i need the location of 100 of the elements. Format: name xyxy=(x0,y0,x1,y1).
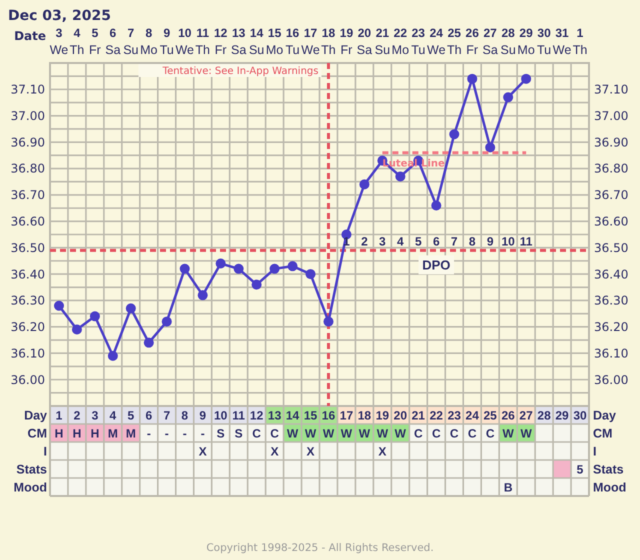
x2-tick-label: 4 xyxy=(110,408,117,422)
y-tick-label: 36.10 xyxy=(10,346,45,360)
x2-tick-label: 30 xyxy=(573,408,588,422)
x2-tick-label: 11 xyxy=(232,408,246,422)
text: - xyxy=(164,426,169,440)
annotation: 11 xyxy=(520,234,533,249)
y2-tick-label: 36.40 xyxy=(594,267,628,282)
x-tick-label: 18 Th xyxy=(321,26,336,57)
x-tick-label: 13 Sa xyxy=(231,26,246,57)
annotation: 5 xyxy=(414,234,422,249)
ref-line-label: Tentative: See In-App Warnings xyxy=(162,66,318,77)
text: X xyxy=(378,444,386,458)
x-axis-title: Date xyxy=(14,29,46,43)
x2-tick-label: 18 xyxy=(358,408,372,422)
x2-tick-label: 17 xyxy=(340,408,354,422)
ref-line-label: DPO xyxy=(422,258,450,273)
x-tick-label: 24 We xyxy=(427,26,446,57)
text: H xyxy=(54,426,64,440)
text: W xyxy=(358,426,370,440)
category-label: CM xyxy=(593,426,612,440)
category-label: CM xyxy=(28,426,47,440)
y-tick-label: 36.40 xyxy=(10,267,45,282)
x2-tick-label: 20 xyxy=(394,408,408,422)
x2-tick-label: 13 xyxy=(268,408,282,422)
x2-tick-label: 23 xyxy=(448,408,462,422)
x2-tick-label: 24 xyxy=(466,408,480,422)
text: C xyxy=(468,426,477,440)
x-tick-label: 25 Th xyxy=(446,26,462,57)
category-label: I xyxy=(44,444,47,458)
text: H xyxy=(90,426,100,440)
category-label: I xyxy=(593,444,596,458)
text: C xyxy=(270,426,279,440)
x2-tick-label: 10 xyxy=(214,408,228,422)
x-tick-label: 9 Tu xyxy=(160,26,174,57)
text: X xyxy=(270,444,279,458)
x2-tick-label: 8 xyxy=(181,408,188,422)
x-tick-label: 4 Th xyxy=(70,26,84,57)
x2-tick-label: 29 xyxy=(555,408,570,422)
x-tick-label: 11 Th xyxy=(195,26,210,57)
x-tick-label: 23 Tu xyxy=(411,26,426,57)
text: M xyxy=(108,426,118,440)
category-label: Stats xyxy=(593,462,624,476)
text: W xyxy=(286,426,298,440)
x2-tick-label: 22 xyxy=(430,408,444,422)
text: C xyxy=(450,426,459,440)
x-tick-label: 22 Mo xyxy=(392,26,410,57)
text: 5 xyxy=(576,462,584,476)
x-tick-label: 12 Fr xyxy=(214,26,228,57)
text: W xyxy=(376,426,388,440)
x-tick-label: 8 Mo xyxy=(140,26,158,57)
text: Day xyxy=(593,408,616,422)
y-tick-label: 36.70 xyxy=(10,188,45,202)
x2-tick-label: 28 xyxy=(537,408,552,422)
x-tick-label: 6 Sa xyxy=(105,26,121,57)
x-tick-label: 17 We xyxy=(301,26,320,57)
text: C xyxy=(486,426,495,440)
x2-tick-label: 1 xyxy=(56,408,63,422)
annotation: 10 xyxy=(501,234,516,249)
x2-axis-title: Day xyxy=(24,408,48,422)
y2-tick-label: 36.90 xyxy=(594,135,628,150)
category-label: Stats xyxy=(16,462,47,476)
x2-tick-label: 5 xyxy=(128,408,135,422)
x2-tick-label: 27 xyxy=(519,408,534,422)
x-tick-label: 20 Sa xyxy=(356,26,372,57)
x-tick-label: 28 Su xyxy=(500,26,516,57)
annotation: 9 xyxy=(486,234,494,249)
text: - xyxy=(182,426,187,440)
text: H xyxy=(72,426,82,440)
text: W xyxy=(304,426,316,440)
x2-tick-label: 25 xyxy=(484,408,498,422)
y-tick-label: 37.10 xyxy=(10,82,45,97)
x-tick-label: 19 Fr xyxy=(340,26,354,57)
x-tick-label: 27 Sa xyxy=(482,26,498,57)
y-tick-label: 37.00 xyxy=(10,108,45,123)
x-tick-label: 3 We xyxy=(50,26,68,57)
x-tick-label: 10 We xyxy=(175,26,194,57)
y2-tick-label: 36.80 xyxy=(594,162,628,176)
x2-tick-label: 15 xyxy=(304,408,318,422)
text: S xyxy=(234,426,243,440)
y2-tick-label: 36.60 xyxy=(594,214,628,229)
x2-tick-label: 26 xyxy=(501,408,516,422)
y-tick-label: 36.30 xyxy=(10,294,45,308)
y-tick-label: 36.80 xyxy=(10,162,45,176)
text: C xyxy=(252,426,261,440)
x-tick-label: 26 Fr xyxy=(466,26,480,57)
category-label: Mood xyxy=(593,480,626,494)
y2-tick-label: 37.00 xyxy=(594,108,628,123)
x-tick-label: 7 Su xyxy=(123,26,139,57)
x2-tick-label: 16 xyxy=(322,408,336,422)
annotation: 4 xyxy=(397,234,404,249)
y2-tick-label: 37.10 xyxy=(594,82,628,97)
text: W xyxy=(502,426,514,440)
x2-tick-label: 2 xyxy=(74,408,81,422)
text: - xyxy=(146,426,151,440)
x-tick-label: 1 Th xyxy=(572,26,588,57)
text: C xyxy=(414,426,423,440)
y-tick-label: 36.20 xyxy=(10,320,45,334)
category-label: Mood xyxy=(14,480,47,494)
x2-tick-label: 12 xyxy=(250,408,264,422)
annotation: 6 xyxy=(432,234,440,249)
